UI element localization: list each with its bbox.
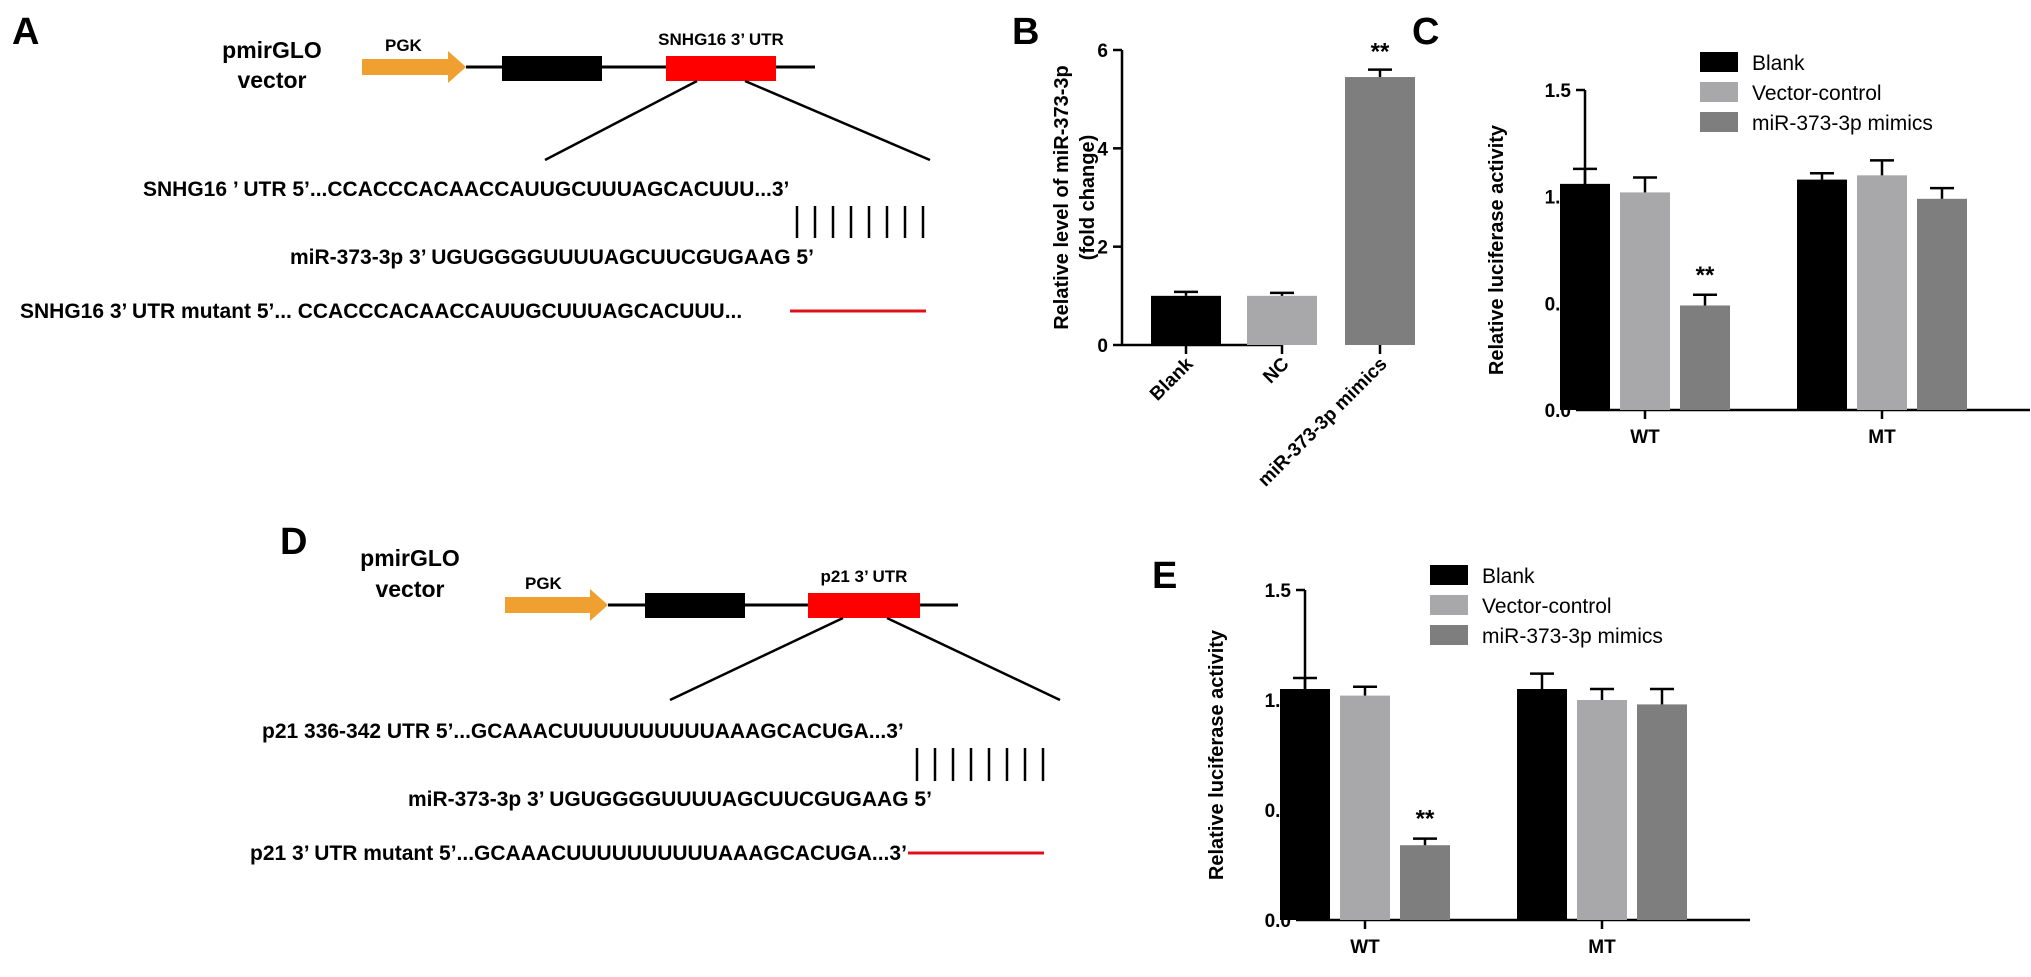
panel-d-utr-label: p21 3’ UTR [821,567,908,586]
panel-a-seq-wildtype: SNHG16 ’ UTR 5’...CCACCCACAACCAUUGCUUUAG… [143,178,789,201]
chart-b-plot: 0 2 4 6 Relative level of miR-373-3p (fold ch… [1051,39,1415,491]
chart-e-legend-label: Blank [1482,565,1535,588]
chart-b-x-tick-label: Blank [1146,353,1198,405]
chart-b-y-tick-label: 2 [1097,238,1108,259]
panel-d-seq-wildtype: p21 336-342 UTR 5’...GCAAACUUUUUUUUUUAAA… [262,720,904,743]
panel-a-utr-box [666,56,776,81]
panel-a: A pmirGLO vector PGK SNHG16 3’ UTR SNHG1… [12,11,931,323]
chart-c-bar [1560,183,1610,410]
panel-d-utr-box [808,593,920,618]
panel-d-seq-mutant-site: GCACUG [763,842,856,865]
panel-a-vector-label-line2: vector [237,67,306,93]
panel-a-pgk-arrow [362,51,466,83]
chart-c-x-tick-label: MT [1868,427,1896,448]
panel-b: B 0 2 4 6 Relative level of miR-373-3p (fold … [1012,11,1415,491]
chart-b-bar [1247,295,1317,345]
panel-a-seq-mutant-site: AGCACUU [602,300,709,323]
panel-d-pairing-bars [915,748,1045,781]
panel-d-seq-mirna: miR-373-3p 3’ UGUGGGGUUUUAGCUUCGUGAAG 5’ [408,788,932,811]
chart-e-bar [1400,845,1450,920]
chart-e-legend-swatch [1430,565,1468,585]
chart-c-significance: ** [1696,262,1715,289]
panel-d-seq-mutant-prefix: p21 3’ UTR mutant 5’...GCAAACUUUUUUUUUUA… [250,842,763,865]
chart-b-bar [1345,77,1415,346]
chart-c-legend-label: Vector-control [1752,82,1882,105]
chart-e-significance: ** [1416,806,1435,833]
chart-b-y-tick-label: 0 [1097,336,1108,357]
panel-d-seq-mutant-suffix: A...3’ [857,842,907,865]
chart-e-bar [1577,700,1627,920]
chart-b-x-tick-label: NC [1259,353,1293,387]
panel-e-letter: E [1152,555,1177,597]
chart-e-legend-swatch [1430,625,1468,645]
chart-c-bar [1680,305,1730,410]
panel-d-vector-label-line2: vector [375,576,444,602]
panel-a-utr-label: SNHG16 3’ UTR [658,30,784,49]
chart-e-bar [1517,689,1567,920]
panel-a-black-box [502,56,602,81]
chart-e-x-tick-label: MT [1588,937,1616,958]
chart-b-y-label: Relative level of miR-373-3p [1051,65,1073,330]
chart-e-bar [1280,689,1330,920]
chart-e-bar [1340,695,1390,920]
chart-e-y-label: Relative luciferase activity [1206,629,1228,880]
chart-c-y-tick-label: 1.5 [1545,81,1572,102]
chart-e-y-tick-label: 1.5 [1265,581,1292,602]
chart-e-legend-label: Vector-control [1482,595,1612,618]
panel-a-zoom-line-right [744,79,931,162]
chart-c-legend-swatch [1700,82,1738,102]
chart-c-bar [1917,198,1967,410]
chart-b-y-label-units: (fold change) [1077,135,1099,261]
panel-c-letter: C [1412,11,1439,53]
chart-c-legend-swatch [1700,112,1738,132]
chart-b-y-tick-label: 4 [1097,139,1108,160]
chart-b-significance: ** [1371,39,1390,66]
panel-d-zoom-line-left [669,616,844,702]
panel-d-seq-mutant: p21 3’ UTR mutant 5’...GCAAACUUUUUUUUUUA… [250,842,907,865]
panel-a-seq-mutant-suffix: U... [710,300,743,323]
panel-d-letter: D [280,521,307,563]
panel-d-pgk-arrow [505,589,608,621]
panel-a-pgk-label: PGK [385,36,423,55]
chart-e-legend-swatch [1430,595,1468,615]
chart-c-legend-swatch [1700,52,1738,72]
chart-c-bar [1797,179,1847,410]
panel-a-seq-mutant: SNHG16 3’ UTR mutant 5’... CCACCCACAACCA… [20,300,742,323]
chart-e-legend-label: miR-373-3p mimics [1482,625,1663,648]
panel-a-seq-mirna: miR-373-3p 3’ UGUGGGGUUUUAGCUUCGUGAAG 5’ [290,246,814,269]
panel-a-vector-label-line1: pmirGLO [222,37,322,63]
panel-d-black-box [645,593,745,618]
panel-d: D pmirGLO vector PGK p21 3’ UTR p21 336-… [250,521,1061,865]
chart-c-y-label: Relative luciferase activity [1486,124,1508,375]
chart-c-bar [1857,175,1907,410]
chart-b-bar [1151,295,1221,345]
panel-a-seq-mutant-prefix: SNHG16 3’ UTR mutant 5’... CCACCCACAACCA… [20,300,602,323]
panel-d-vector-label-line1: pmirGLO [360,545,460,571]
panel-b-letter: B [1012,11,1039,53]
panel-a-zoom-line-left [544,79,698,162]
panel-d-zoom-line-right [886,616,1061,702]
chart-c-bar [1620,192,1670,410]
chart-b-y-tick-label: 6 [1097,41,1108,62]
chart-c-x-tick-label: WT [1630,427,1660,448]
panel-d-pgk-label: PGK [525,574,563,593]
chart-c-legend-label: miR-373-3p mimics [1752,112,1933,135]
chart-e-bar [1637,704,1687,920]
panel-a-pairing-bars [795,206,925,238]
chart-e-x-tick-label: WT [1350,937,1380,958]
panel-a-letter: A [12,11,39,53]
chart-c-legend-label: Blank [1752,52,1805,75]
